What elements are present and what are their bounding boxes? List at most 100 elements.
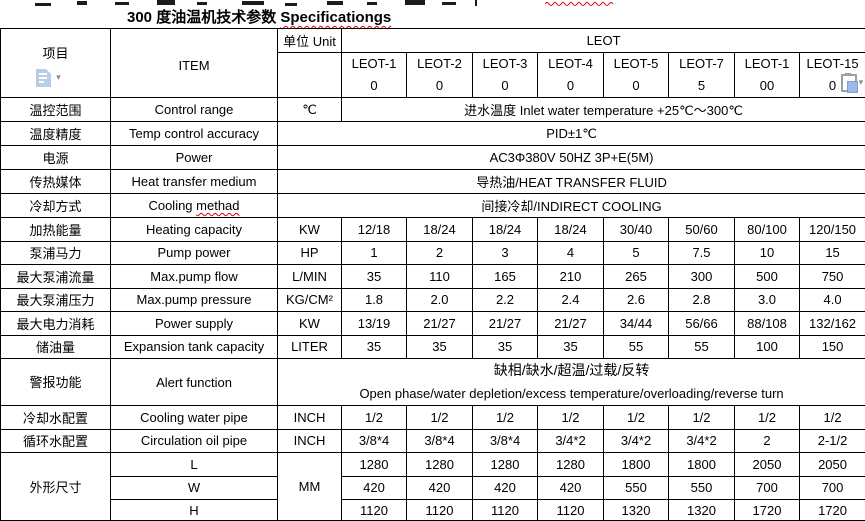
value-cell[interactable]: 30/40: [604, 218, 669, 242]
value-cell[interactable]: 1/2: [538, 406, 604, 430]
header-unit-empty-cell[interactable]: [278, 53, 342, 98]
value-cell[interactable]: 120/150: [800, 218, 865, 242]
value-cell[interactable]: 35: [473, 335, 538, 359]
merged-value-cell[interactable]: 缺相/缺水/超温/过载/反转 Open phase/water depletio…: [278, 359, 865, 406]
value-cell[interactable]: 3/4*2: [669, 429, 735, 453]
value-cell[interactable]: 50/60: [669, 218, 735, 242]
value-cell[interactable]: 21/27: [538, 312, 604, 336]
value-cell[interactable]: 1120: [407, 500, 473, 521]
value-cell[interactable]: 132/162: [800, 312, 865, 336]
value-cell[interactable]: 2: [407, 241, 473, 265]
label-cn[interactable]: 最大电力消耗: [1, 312, 111, 336]
merged-value-cell[interactable]: 间接冷却/INDIRECT COOLING: [278, 194, 865, 218]
label-cn[interactable]: 最大泵浦流量: [1, 265, 111, 289]
value-cell[interactable]: 265: [604, 265, 669, 289]
value-cell[interactable]: 150: [800, 335, 865, 359]
value-cell[interactable]: 3/8*4: [473, 429, 538, 453]
unit-cell[interactable]: KW: [278, 218, 342, 242]
value-cell[interactable]: 1/2: [407, 406, 473, 430]
value-cell[interactable]: 2050: [735, 453, 800, 477]
value-cell[interactable]: 3.0: [735, 288, 800, 312]
unit-cell[interactable]: LITER: [278, 335, 342, 359]
value-cell[interactable]: 18/24: [473, 218, 538, 242]
value-cell[interactable]: 15: [800, 241, 865, 265]
value-cell[interactable]: 13/19: [342, 312, 407, 336]
merged-value-cell[interactable]: PID±1℃: [278, 122, 865, 146]
value-cell[interactable]: 3/8*4: [407, 429, 473, 453]
unit-cell[interactable]: MM: [278, 453, 342, 521]
value-cell[interactable]: 3: [473, 241, 538, 265]
value-cell[interactable]: 1/2: [604, 406, 669, 430]
value-cell[interactable]: 10: [735, 241, 800, 265]
value-cell[interactable]: 1800: [669, 453, 735, 477]
value-cell[interactable]: 550: [604, 476, 669, 500]
label-en[interactable]: Heating capacity: [111, 218, 278, 242]
label-en[interactable]: Max.pump flow: [111, 265, 278, 289]
value-cell[interactable]: 18/24: [538, 218, 604, 242]
value-cell[interactable]: 550: [669, 476, 735, 500]
label-en[interactable]: Power supply: [111, 312, 278, 336]
unit-cell[interactable]: L/MIN: [278, 265, 342, 289]
value-cell[interactable]: 300: [669, 265, 735, 289]
value-cell[interactable]: 1280: [473, 453, 538, 477]
merged-value-cell[interactable]: AC3Φ380V 50HZ 3P+E(5M): [278, 146, 865, 170]
value-cell[interactable]: 420: [407, 476, 473, 500]
label-en[interactable]: Expansion tank capacity: [111, 335, 278, 359]
value-cell[interactable]: 5: [604, 241, 669, 265]
unit-cell[interactable]: INCH: [278, 406, 342, 430]
value-cell[interactable]: 1120: [342, 500, 407, 521]
page-title[interactable]: 300 度油温机技术参数 Specificationgs: [127, 6, 391, 27]
value-cell[interactable]: 3/4*2: [604, 429, 669, 453]
unit-cell[interactable]: KW: [278, 312, 342, 336]
value-cell[interactable]: 1720: [735, 500, 800, 521]
label-cn-dimensions[interactable]: 外形尺寸: [1, 453, 111, 521]
value-cell[interactable]: 12/18: [342, 218, 407, 242]
label-cn[interactable]: 温控范围: [1, 98, 111, 122]
value-cell[interactable]: 55: [669, 335, 735, 359]
value-cell[interactable]: 1120: [538, 500, 604, 521]
value-cell[interactable]: 1720: [800, 500, 865, 521]
header-unit-cell[interactable]: 单位 Unit: [278, 29, 342, 53]
value-cell[interactable]: 56/66: [669, 312, 735, 336]
label-en[interactable]: Control range: [111, 98, 278, 122]
value-cell[interactable]: 1320: [669, 500, 735, 521]
label-cn[interactable]: 加热能量: [1, 218, 111, 242]
value-cell[interactable]: 1/2: [735, 406, 800, 430]
label-cn[interactable]: 温度精度: [1, 122, 111, 146]
value-cell[interactable]: 2050: [800, 453, 865, 477]
label-en[interactable]: Max.pump pressure: [111, 288, 278, 312]
value-cell[interactable]: 4.0: [800, 288, 865, 312]
merged-value-cell[interactable]: 导热油/HEAT TRANSFER FLUID: [278, 170, 865, 194]
label-cn[interactable]: 警报功能: [1, 359, 111, 406]
value-cell[interactable]: 35: [342, 265, 407, 289]
paste-options-button[interactable]: ▾: [36, 69, 61, 87]
value-cell[interactable]: 2.2: [473, 288, 538, 312]
value-cell[interactable]: 1/2: [669, 406, 735, 430]
value-cell[interactable]: 1.8: [342, 288, 407, 312]
label-en[interactable]: Circulation oil pipe: [111, 429, 278, 453]
value-cell[interactable]: 3/4*2: [538, 429, 604, 453]
value-cell[interactable]: 88/108: [735, 312, 800, 336]
value-cell[interactable]: 420: [473, 476, 538, 500]
value-cell[interactable]: 35: [538, 335, 604, 359]
value-cell[interactable]: 1/2: [342, 406, 407, 430]
value-cell[interactable]: 1280: [342, 453, 407, 477]
value-cell[interactable]: 165: [473, 265, 538, 289]
header-item-en-cell[interactable]: ITEM: [111, 29, 278, 98]
value-cell[interactable]: 420: [538, 476, 604, 500]
label-cn[interactable]: 电源: [1, 146, 111, 170]
unit-cell[interactable]: HP: [278, 241, 342, 265]
label-en[interactable]: Alert function: [111, 359, 278, 406]
value-cell[interactable]: 1/2: [800, 406, 865, 430]
label-en[interactable]: Cooling water pipe: [111, 406, 278, 430]
label-en[interactable]: Power: [111, 146, 278, 170]
value-cell[interactable]: 2.4: [538, 288, 604, 312]
value-cell[interactable]: 2.0: [407, 288, 473, 312]
